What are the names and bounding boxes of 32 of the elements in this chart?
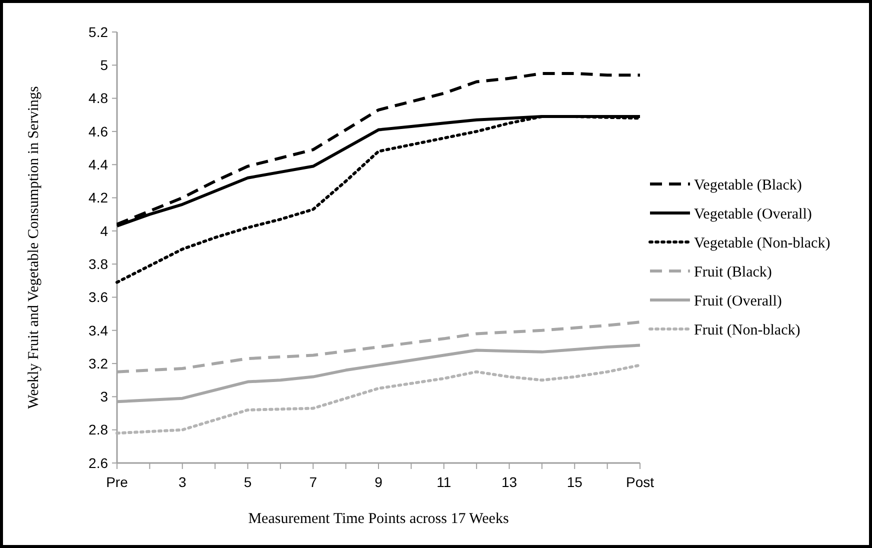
x-tick-label: 9 xyxy=(374,474,383,490)
x-tick-label: 3 xyxy=(178,474,186,490)
y-tick-label: 4 xyxy=(100,222,108,239)
legend-label: Vegetable (Overall) xyxy=(694,206,812,222)
y-tick-label: 2.6 xyxy=(88,454,108,471)
x-tick-label: 7 xyxy=(309,474,318,490)
y-tick-label: 3.4 xyxy=(88,322,108,338)
y-tick-label: 5.2 xyxy=(88,24,108,40)
y-tick-label: 4.4 xyxy=(88,156,108,173)
y-tick-label: 3.2 xyxy=(88,355,108,372)
y-tick-label: 4.2 xyxy=(88,190,108,206)
y-tick-label: 3.6 xyxy=(88,289,108,306)
legend-label: Vegetable (Black) xyxy=(694,177,802,194)
x-tick-label: 5 xyxy=(244,474,252,490)
line-series xyxy=(116,364,642,435)
y-tick-label: 2.8 xyxy=(88,422,108,438)
y-tick-label: 4.8 xyxy=(88,90,108,106)
y-tick-label: 4.6 xyxy=(88,123,108,140)
x-tick-label: 13 xyxy=(501,474,518,490)
y-tick-label: 3.8 xyxy=(88,256,108,272)
legend-label: Fruit (Black) xyxy=(694,264,772,280)
legend-label: Fruit (Overall) xyxy=(694,293,782,310)
x-axis-title: Measurement Time Points across 17 Weeks xyxy=(248,511,509,527)
x-tick-label: 11 xyxy=(436,474,452,490)
y-axis-title: Weekly Fruit and Vegetable Consumption in Servings xyxy=(26,86,42,409)
legend-label: Vegetable (Non-black) xyxy=(694,235,830,252)
y-tick-label: 5 xyxy=(100,57,108,74)
x-tick-label: 15 xyxy=(566,474,583,490)
y-tick-label: 3 xyxy=(100,388,108,405)
x-tick-label: Pre xyxy=(106,474,128,490)
legend-label: Fruit (Non-black) xyxy=(694,322,800,338)
x-tick-label: Post xyxy=(626,474,654,490)
